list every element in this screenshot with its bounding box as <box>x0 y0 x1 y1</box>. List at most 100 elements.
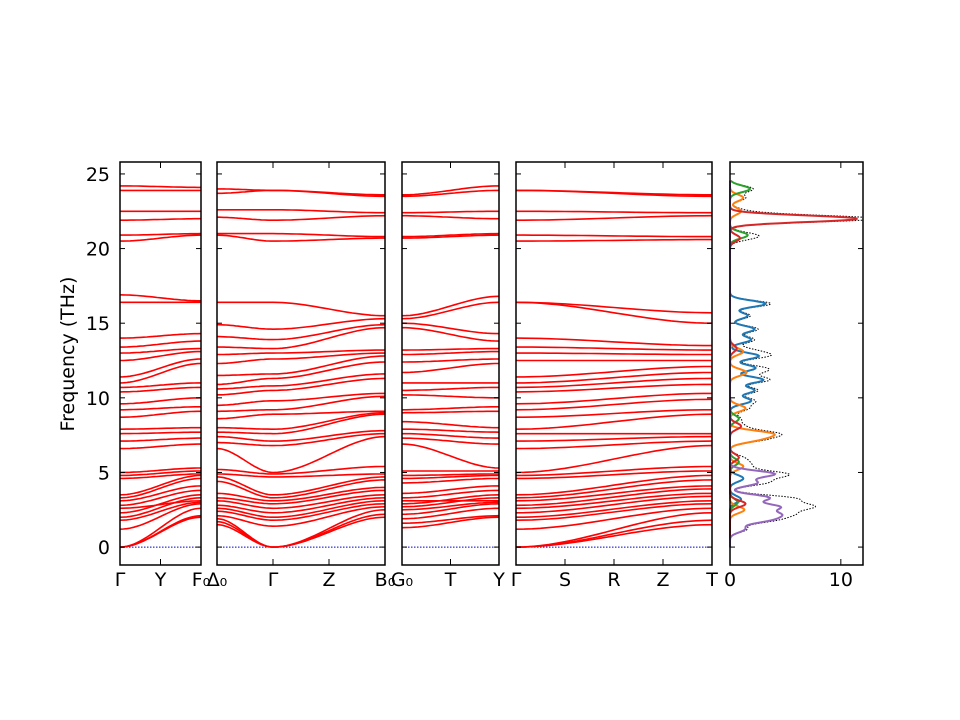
phonon-band <box>515 392 712 405</box>
total-dos-curve <box>729 180 864 548</box>
phonon-band <box>402 350 499 356</box>
phonon-band <box>120 426 201 430</box>
phonon-band <box>120 217 201 221</box>
high-symmetry-label: Y <box>154 569 167 591</box>
phonon-band <box>119 489 201 507</box>
phonon-band <box>516 371 712 384</box>
phonon-band <box>217 214 386 221</box>
phonon-band <box>217 323 386 341</box>
phonon-band <box>515 474 713 496</box>
phonon-band <box>119 507 202 548</box>
phonon-band <box>217 497 386 514</box>
high-symmetry-label: R <box>607 569 620 591</box>
dos-xtick-label: 10 <box>829 569 853 591</box>
phonon-band <box>217 317 386 331</box>
phonon-band <box>401 503 500 516</box>
phonon-band <box>120 410 201 418</box>
phonon-band <box>402 406 499 411</box>
dos-panel: 0 10 <box>724 161 864 591</box>
ytick-label: 10 <box>86 388 110 410</box>
phonon-band <box>401 501 499 511</box>
phonon-band <box>119 294 201 302</box>
phonon-band <box>217 352 385 365</box>
band-panel: Δ₀ Γ Z B₀ <box>207 161 396 591</box>
high-symmetry-label: G₀ <box>391 569 413 591</box>
ytick-label: 0 <box>98 537 110 559</box>
high-symmetry-label: Z <box>656 569 669 591</box>
phonon-band <box>515 444 713 474</box>
phonon-band <box>120 443 201 450</box>
phonon-band <box>216 489 385 505</box>
phonon-band <box>217 326 386 350</box>
high-symmetry-label: Γ <box>268 569 279 591</box>
partial-dos-curve <box>729 180 858 548</box>
phonon-band <box>119 358 202 378</box>
phonon-band <box>119 477 202 499</box>
phonon-band <box>402 514 500 524</box>
phonon-band <box>401 410 499 414</box>
ytick-label: 25 <box>86 164 110 186</box>
phonon-band <box>402 232 500 238</box>
phonon-band <box>119 467 201 474</box>
phonon-band <box>515 495 713 514</box>
phonon-band <box>402 473 499 477</box>
phonon-band <box>216 429 385 442</box>
phonon-band <box>401 497 500 508</box>
high-symmetry-label: Γ <box>115 569 126 591</box>
phonon-band <box>119 362 202 384</box>
phonon-band <box>217 500 386 518</box>
phonon-band <box>216 435 386 474</box>
phonon-band <box>402 386 499 392</box>
phonon-band <box>217 361 386 386</box>
phonon-band <box>217 232 385 238</box>
phonon-band <box>402 189 499 198</box>
phonon-band <box>402 214 499 220</box>
phonon-band <box>120 185 201 189</box>
phonon-band <box>402 358 499 363</box>
phonon-band <box>119 347 201 354</box>
phonon-band <box>217 465 385 475</box>
phonon-band <box>515 413 713 430</box>
phonon-band <box>216 506 386 528</box>
dos-xtick-label: 0 <box>724 569 736 591</box>
ytick-labels: 0 5 10 15 20 25 <box>86 164 110 559</box>
phonon-band <box>401 301 500 320</box>
phonon-band <box>217 413 386 435</box>
phonon-band <box>516 210 712 214</box>
phonon-band <box>402 489 499 499</box>
phonon-band <box>119 497 202 518</box>
phonon-band <box>515 337 712 347</box>
phonon-band <box>217 486 386 502</box>
phonon-band <box>401 485 499 495</box>
high-symmetry-label: S <box>559 569 571 591</box>
phonon-band <box>120 397 202 405</box>
dos-frame <box>729 161 864 566</box>
phonon-band <box>516 470 712 480</box>
phonon-band <box>217 377 386 396</box>
phonon-band <box>119 485 202 502</box>
band-panel: Γ Y F₀ <box>115 161 210 591</box>
phonon-band <box>217 392 385 407</box>
high-symmetry-label: Y <box>492 569 505 591</box>
phonon-band <box>402 234 500 239</box>
phonon-band <box>516 346 712 351</box>
phonon-band <box>515 507 713 530</box>
phonon-band <box>217 209 385 214</box>
phonon-band <box>516 500 713 518</box>
phonon-band <box>120 232 202 236</box>
high-symmetry-label: B₀ <box>375 569 396 591</box>
phonon-band <box>217 410 385 420</box>
band-panel: G₀ T Y <box>391 161 505 591</box>
phonon-band <box>119 503 202 530</box>
phonon-band <box>516 238 712 242</box>
phonon-band <box>402 185 499 196</box>
phonon-band <box>401 443 500 469</box>
phonon-band <box>516 189 712 196</box>
phonon-band <box>516 234 712 238</box>
phonon-band <box>516 352 712 356</box>
phonon-band <box>515 485 713 502</box>
phonon-band <box>401 295 500 317</box>
phonon-band <box>217 412 385 430</box>
phonon-band <box>216 509 386 548</box>
